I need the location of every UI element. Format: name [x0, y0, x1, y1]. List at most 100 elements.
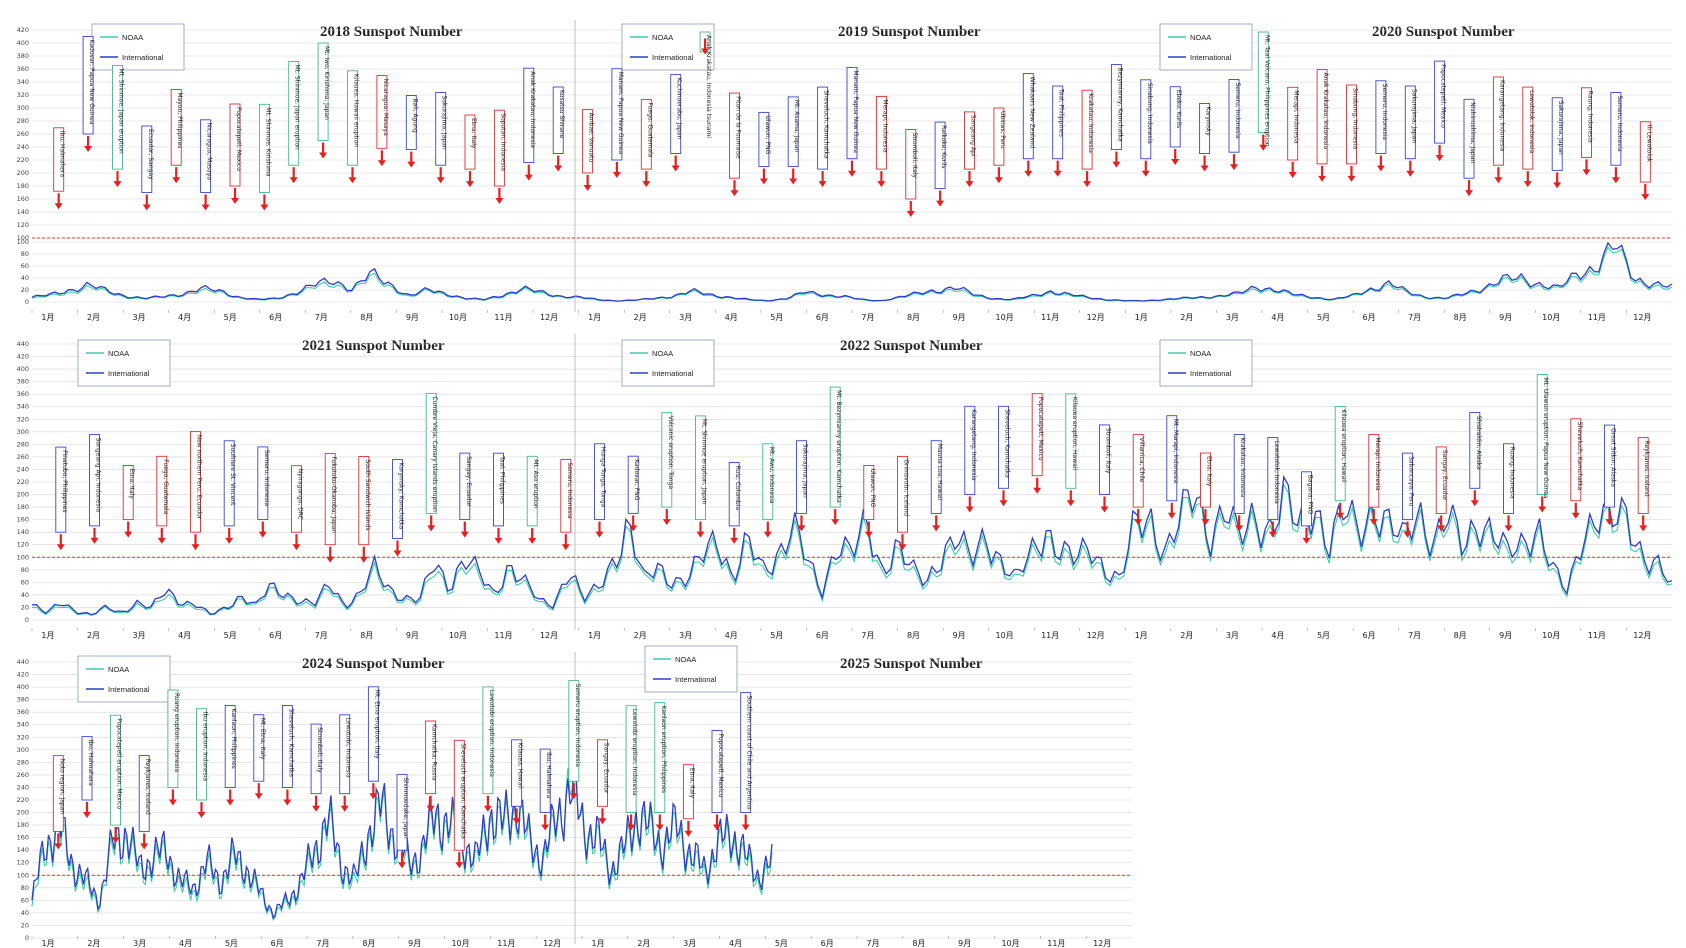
p1-event-label-box: [358, 456, 370, 546]
p1-event-label-box: [661, 412, 673, 508]
p0-event-arrow-head: [1318, 175, 1327, 182]
p2-ytick-label: 400: [17, 683, 29, 691]
p1-event-label: Hunga Tonga, Tonga: [600, 447, 607, 508]
p0-event-label: Merapi, Indonesia: [881, 99, 888, 153]
p0-event-label: Nishinoshima, Japan: [1469, 102, 1476, 163]
p0-bottom-ytick-label: 100: [17, 238, 29, 246]
p0-event-label-box: [1522, 86, 1534, 170]
p1-event-label-box: [796, 440, 807, 514]
p2-month-label: 5月: [225, 939, 238, 948]
p1-event-arrow-head: [1437, 525, 1446, 532]
p0-event-label: Krakatau, Indonesia: [1087, 93, 1094, 153]
p0-bottom-ytick-label: 60: [21, 262, 29, 270]
p0-event-label-box: [258, 103, 270, 193]
p1-event-label: Villarrica, Chile: [1138, 437, 1145, 482]
p0-event-label: Semeru, Indonesia: [1234, 83, 1241, 139]
p2-ytick-label: 300: [17, 746, 29, 754]
p0-event-arrow-head: [1582, 169, 1591, 176]
p0-top-ytick-label: 380: [17, 52, 29, 60]
p0-event-label-box: [170, 88, 182, 166]
p0-month-label: 2月: [1180, 313, 1193, 322]
p0-top-ytick-label: 360: [17, 65, 29, 73]
p1-event-arrow-head: [730, 537, 739, 544]
p2-2025-legend-box: [644, 645, 738, 693]
p1-month-label: 9月: [953, 631, 966, 640]
p1-event-label: Sabancaya, Peru: [1408, 456, 1415, 506]
p0-event-arrow-head: [1494, 177, 1503, 184]
p0-event-arrow-head: [759, 178, 768, 185]
p1-event-label: Mt. Bezymianny eruption, Kamchatka: [835, 390, 842, 503]
p1-event-label-box: [1132, 433, 1144, 508]
p0-event-label: Lewotolok, Indonesia: [1528, 90, 1535, 153]
p2-event-label-box: [339, 714, 351, 795]
p0-month-label: 12月: [540, 313, 558, 322]
p2-event-arrow-head: [83, 812, 91, 818]
p0-event-label: Raung, Indonesia: [1587, 91, 1594, 143]
p0-event-label: Nicaragua, Masaya: [206, 123, 213, 181]
p0-event-label-box: [435, 92, 447, 166]
p1-month-label: 1月: [588, 631, 601, 640]
p1-ytick-label: 300: [17, 428, 29, 436]
p0-bottom-ytick-label: 20: [21, 286, 29, 294]
p1-month-label: 10月: [996, 631, 1014, 640]
p2-event-label-box: [253, 714, 265, 782]
p0-event-label-box: [552, 86, 564, 154]
p2-event-arrow-head: [168, 799, 177, 806]
p0-event-arrow-head: [789, 178, 798, 185]
p1-event-arrow-head: [999, 500, 1008, 507]
p2-month-label: 7月: [866, 939, 879, 948]
p0-event-label: Ecuador, Sangay: [147, 129, 154, 180]
p1-event-arrow-head: [763, 531, 772, 538]
p0-event-label-box: [376, 75, 388, 149]
p0-event-label-box: [1551, 97, 1563, 171]
p2-event-label-box: [281, 705, 293, 788]
p0-event-arrow-head: [319, 152, 328, 159]
p0-event-label: Kilauea, Hawaii eruption: [353, 74, 360, 147]
p2-event-arrow-head: [398, 862, 406, 869]
p0-event-label-box: [1346, 84, 1357, 165]
p1-ytick-label: 20: [21, 603, 29, 611]
p0-top-ytick-label: 340: [17, 78, 29, 86]
p0-event-arrow-head: [965, 181, 974, 188]
p2-event-arrow-head: [340, 805, 349, 812]
p1-ytick-label: 200: [17, 491, 29, 499]
p1-2022-legend-box: [621, 339, 715, 387]
p1-ytick-label: 360: [17, 390, 29, 398]
p2-event-label: Sangay, Ecuador: [603, 743, 610, 794]
p1-event-label-box: [762, 443, 774, 521]
p0-month-label: 5月: [1317, 313, 1330, 322]
p0-month-label: 1月: [41, 313, 54, 322]
p0-month-label: 8月: [907, 313, 920, 322]
p1-event-label-box: [257, 446, 269, 521]
p0-event-arrow-head: [994, 177, 1003, 184]
p1-event-label-box: [1503, 443, 1514, 514]
p1-event-label: Ruiz, Colombia: [734, 466, 741, 511]
p0-event-arrow-head: [1523, 181, 1532, 188]
p0-event-label: Soputan, Indonesia: [499, 113, 506, 171]
p2-ytick-label: 60: [21, 896, 29, 904]
p0-event-arrow-head: [1611, 177, 1620, 184]
panel-2018-2020: 2018 Sunspot Number 2019 Sunspot Number …: [17, 20, 1673, 322]
p1-event-arrow-head: [1201, 519, 1210, 526]
p1-event-label-box: [1301, 471, 1312, 527]
p1-month-label: 3月: [1226, 631, 1239, 640]
p1-event-arrow-head: [1235, 525, 1244, 532]
title-2019: 2019 Sunspot Number: [838, 24, 981, 40]
p2-event-arrow-head: [226, 799, 235, 806]
p0-event-label-box: [112, 64, 123, 170]
p1-event-label-box: [223, 440, 235, 527]
p0-month-label: 12月: [1087, 313, 1105, 322]
p2-ytick-label: 440: [17, 658, 29, 666]
p0-event-label-box: [1199, 103, 1211, 154]
p0-top-ytick-label: 180: [17, 182, 29, 190]
p1-event-label: Fukutoku-Okanoba, Japan: [330, 456, 337, 533]
p1-event-label-box: [392, 459, 403, 539]
p0-event-arrow-head: [231, 198, 239, 204]
p0-event-arrow-head: [1200, 165, 1209, 172]
p0-event-arrow-head: [936, 200, 945, 207]
p2-event-arrow-head: [541, 824, 550, 831]
p1-event-label-box: [1604, 424, 1615, 508]
p1-month-label: 6月: [816, 631, 829, 640]
p2-event-arrow-head: [627, 824, 636, 831]
p0-bottom-ytick-label: 40: [21, 274, 29, 282]
